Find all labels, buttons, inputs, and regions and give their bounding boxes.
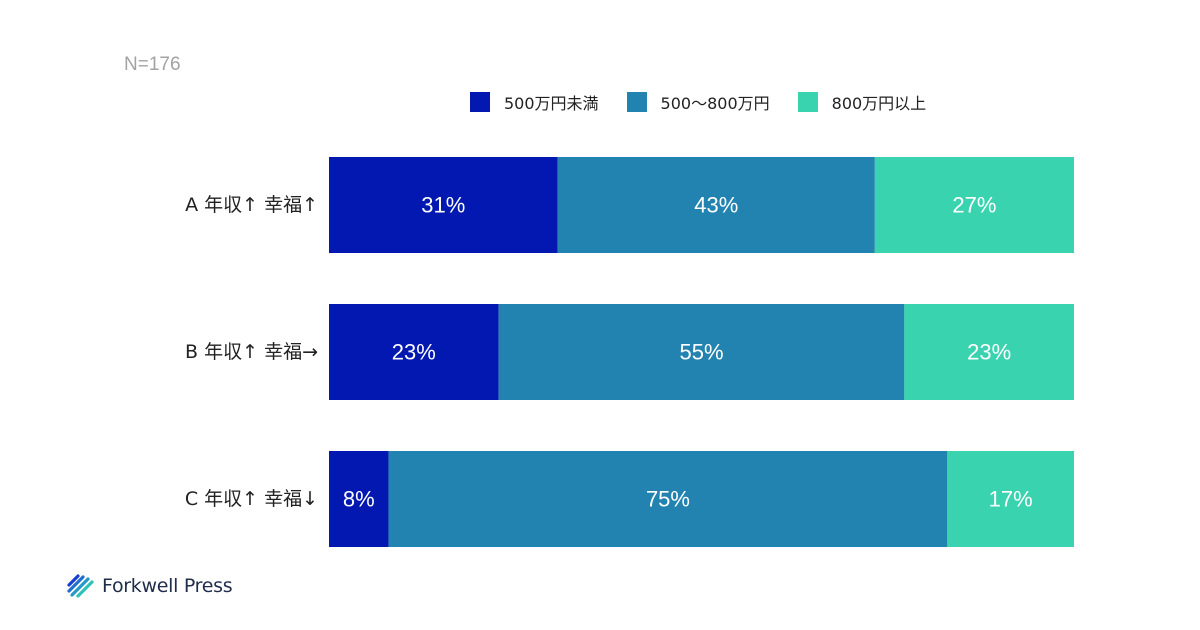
data-label: 43% bbox=[694, 193, 738, 218]
bar-segment bbox=[329, 451, 389, 547]
bar-row: C 年収↑ 幸福↓ 8% 75% 17% bbox=[185, 451, 1074, 547]
bar-row: A 年収↑ 幸福↑ 31% 43% 27% bbox=[185, 157, 1074, 253]
legend-item-under-500: 500万円未満 bbox=[470, 90, 599, 114]
data-label: 31% bbox=[421, 193, 465, 218]
bar-segment bbox=[904, 304, 1074, 400]
legend-label-under-500: 500万円未満 bbox=[504, 94, 599, 113]
bar-segment bbox=[388, 451, 948, 547]
legend-swatch-under-500 bbox=[470, 92, 490, 112]
bar-row: B 年収↑ 幸福→ 23% 55% 23% bbox=[185, 304, 1074, 400]
category-label: B 年収↑ 幸福→ bbox=[185, 341, 318, 363]
brand-name: Forkwell Press bbox=[102, 575, 233, 597]
chart-legend: 500万円未満 500〜800万円 800万円以上 bbox=[470, 90, 954, 114]
category-label: C 年収↑ 幸福↓ bbox=[185, 488, 318, 510]
data-label: 75% bbox=[646, 487, 690, 512]
legend-item-500-800: 500〜800万円 bbox=[626, 90, 770, 114]
bar-segment bbox=[329, 157, 558, 253]
bar-segment bbox=[947, 451, 1074, 547]
bar-segment bbox=[874, 157, 1074, 253]
category-label: A 年収↑ 幸福↑ bbox=[185, 194, 318, 216]
data-label: 27% bbox=[952, 193, 996, 218]
legend-swatch-500-800 bbox=[626, 92, 647, 112]
brand-logo: Forkwell Press bbox=[66, 571, 233, 601]
bar-segment bbox=[557, 157, 875, 253]
bar-segment bbox=[498, 304, 905, 400]
legend-item-over-800: 800万円以上 bbox=[797, 90, 927, 114]
data-label: 55% bbox=[679, 340, 723, 365]
data-label: 23% bbox=[392, 340, 436, 365]
legend-label-over-800: 800万円以上 bbox=[831, 94, 927, 113]
legend-label-500-800: 500〜800万円 bbox=[660, 94, 770, 113]
sample-size-label: N=176 bbox=[124, 54, 181, 75]
bar-segment bbox=[329, 304, 499, 400]
data-label: 23% bbox=[967, 340, 1011, 365]
legend-swatch-over-800 bbox=[797, 92, 818, 112]
data-label: 17% bbox=[989, 487, 1033, 512]
data-label: 8% bbox=[343, 487, 375, 512]
forkwell-logo-icon bbox=[67, 574, 94, 598]
